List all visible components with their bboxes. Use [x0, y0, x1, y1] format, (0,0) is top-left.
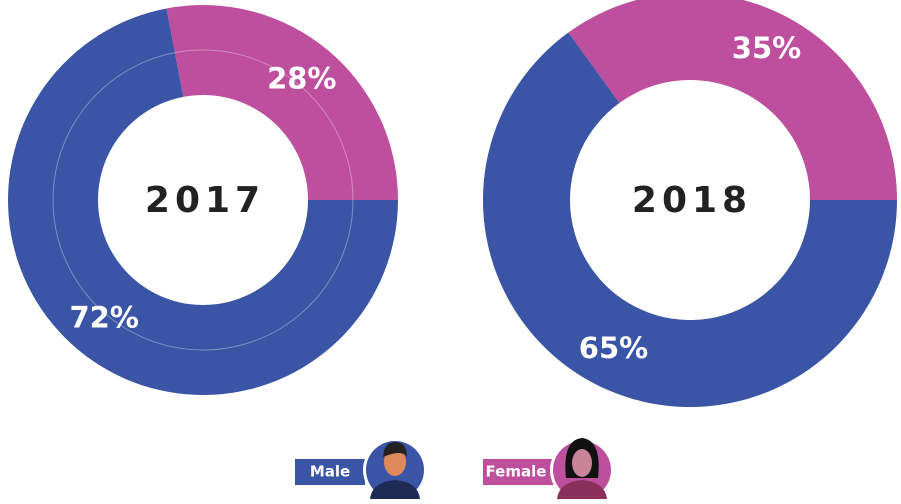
data-label: 35%	[732, 31, 801, 65]
center-label: 2017	[145, 180, 265, 221]
donut-segment	[483, 32, 897, 407]
legend: Male Female	[295, 438, 614, 502]
donut-segment	[166, 5, 398, 200]
data-label: 72%	[69, 300, 138, 334]
avatar-body	[370, 480, 420, 499]
decor-ring	[52, 49, 354, 351]
data-label: 28%	[267, 62, 336, 96]
center-label: 2018	[632, 180, 752, 221]
male-avatar	[363, 438, 427, 502]
legend-label: Male	[310, 463, 350, 481]
avatar-face	[384, 448, 406, 476]
legend-label: Female	[486, 463, 547, 481]
avatar-face	[572, 449, 592, 477]
donut-segment	[568, 0, 897, 200]
donut-segment	[7, 8, 398, 396]
avatar-body	[557, 480, 607, 499]
legend-swatch	[295, 459, 365, 485]
data-label: 65%	[579, 331, 648, 365]
female-avatar	[550, 438, 614, 502]
legend-swatch	[483, 459, 555, 485]
avatar-hair	[383, 442, 407, 457]
